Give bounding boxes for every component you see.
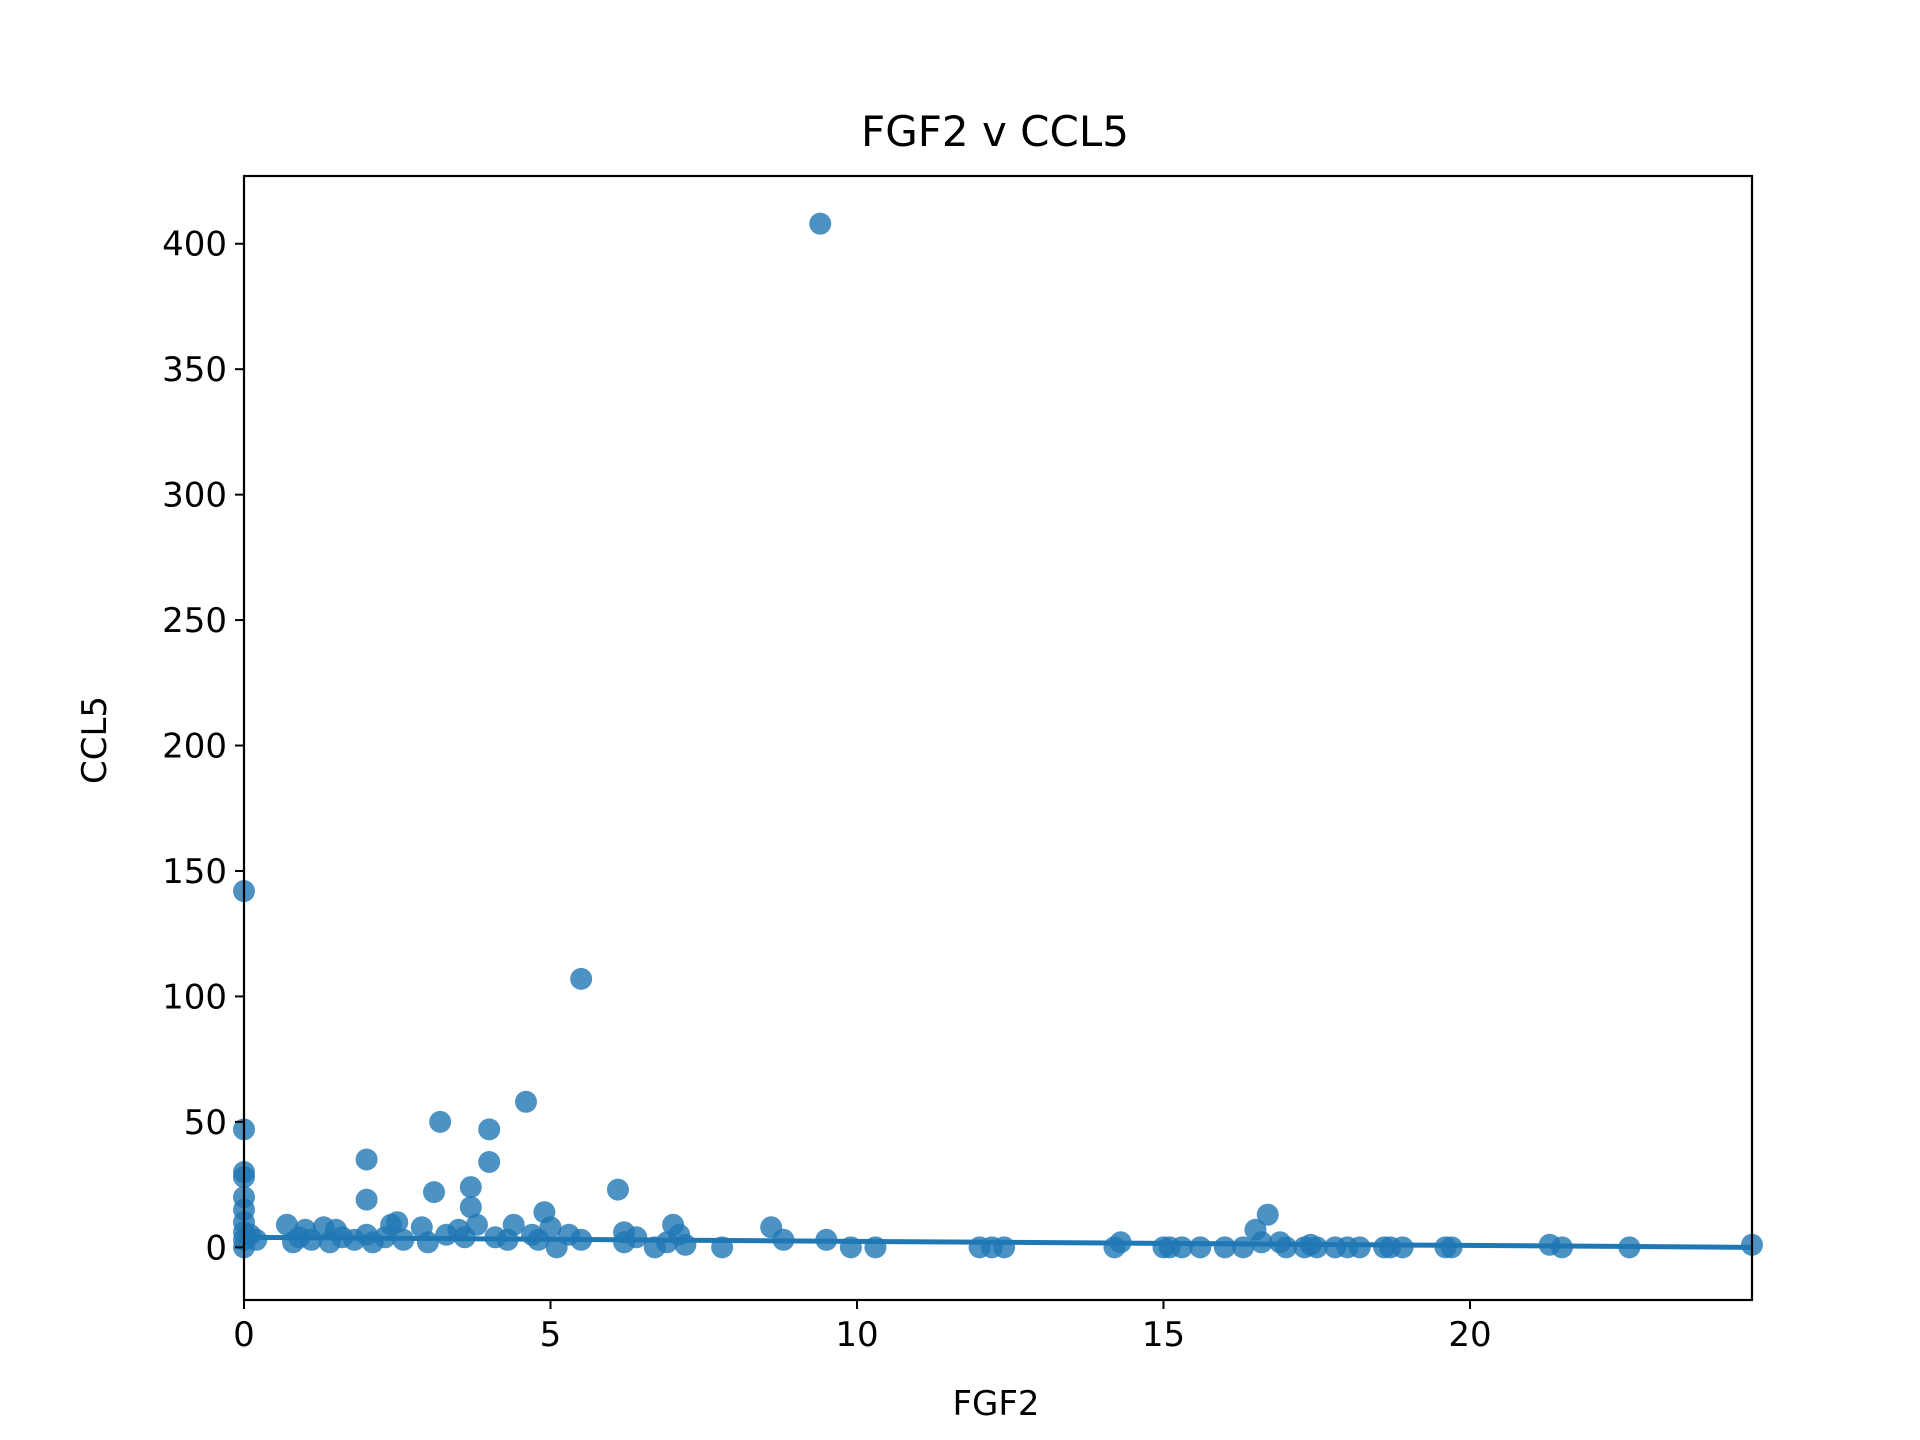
y-tick-label: 300 — [162, 476, 227, 516]
data-point — [245, 1228, 268, 1251]
data-point — [355, 1148, 378, 1171]
data-point — [993, 1236, 1016, 1259]
data-point — [674, 1233, 697, 1256]
y-tick-label: 350 — [162, 350, 227, 390]
data-point — [416, 1231, 439, 1254]
data-point — [1213, 1236, 1236, 1259]
data-point — [1550, 1236, 1573, 1259]
y-tick-label: 150 — [162, 852, 227, 892]
y-tick-label: 0 — [205, 1228, 227, 1268]
data-point — [1391, 1236, 1414, 1259]
x-axis: 0 5 10 15 20 — [233, 1300, 1492, 1355]
data-point — [570, 967, 593, 990]
data-point — [1256, 1203, 1279, 1226]
y-tick-label: 250 — [162, 601, 227, 641]
y-tick-label: 100 — [162, 977, 227, 1017]
y-tick-label: 200 — [162, 727, 227, 767]
x-tick-label: 10 — [835, 1315, 878, 1355]
data-point — [459, 1176, 482, 1199]
data-point — [1189, 1236, 1212, 1259]
y-axis-label: CCL5 — [75, 696, 115, 784]
data-point — [429, 1110, 452, 1133]
data-point — [478, 1151, 501, 1174]
data-point — [809, 212, 832, 235]
data-point — [386, 1211, 409, 1234]
data-point — [570, 1228, 593, 1251]
y-axis: 0 50 100 150 200 250 300 350 400 — [162, 225, 244, 1268]
x-tick-label: 0 — [233, 1315, 255, 1355]
data-point — [1109, 1231, 1132, 1254]
data-point — [459, 1196, 482, 1219]
data-point — [355, 1188, 378, 1211]
data-point — [1618, 1236, 1641, 1259]
data-point — [478, 1118, 501, 1141]
data-point — [514, 1090, 537, 1113]
data-point — [815, 1228, 838, 1251]
data-point — [711, 1236, 734, 1259]
plot-frame — [242, 174, 1754, 1302]
data-point — [625, 1226, 648, 1249]
x-tick-label: 20 — [1448, 1315, 1491, 1355]
data-point — [1250, 1231, 1273, 1254]
data-point — [1440, 1236, 1463, 1259]
data-point — [539, 1216, 562, 1239]
data-point — [1275, 1236, 1298, 1259]
x-tick-label: 15 — [1142, 1315, 1185, 1355]
y-tick-label: 50 — [184, 1103, 227, 1143]
data-point — [1170, 1236, 1193, 1259]
data-point — [465, 1213, 488, 1236]
data-point — [1348, 1236, 1371, 1259]
data-point — [1232, 1236, 1255, 1259]
x-axis-label: FGF2 — [952, 1384, 1039, 1424]
data-point — [502, 1213, 525, 1236]
data-point — [423, 1181, 446, 1204]
data-point — [864, 1236, 887, 1259]
data-point — [392, 1228, 415, 1251]
data-point — [1305, 1236, 1328, 1259]
y-tick-label: 400 — [162, 225, 227, 265]
data-point — [839, 1236, 862, 1259]
chart-title: FGF2 v CCL5 — [861, 107, 1129, 156]
data-point — [772, 1228, 795, 1251]
x-tick-label: 5 — [540, 1315, 562, 1355]
data-point — [606, 1178, 629, 1201]
